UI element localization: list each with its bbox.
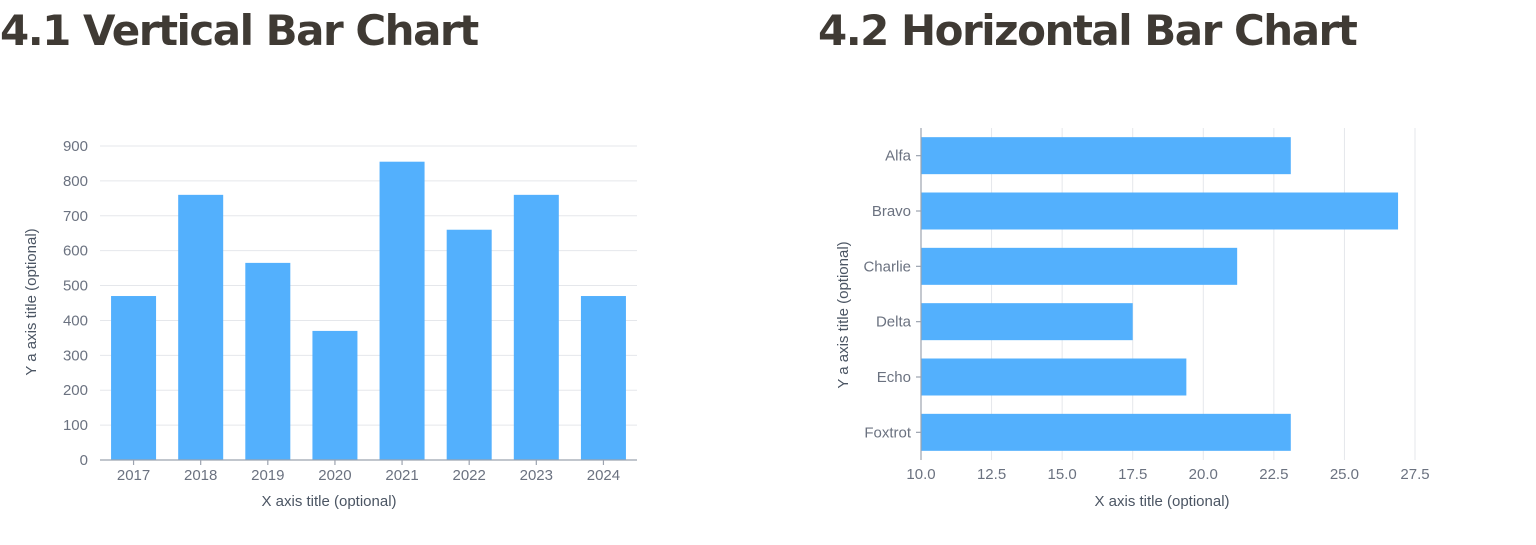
horizontal-bar-chart: X axis title (optional) Y a axis title (…: [835, 128, 1430, 510]
bar: [921, 192, 1399, 230]
bar: [312, 330, 358, 460]
y-tick-label: Echo: [877, 369, 911, 386]
y-tick-label: Charlie: [863, 258, 911, 275]
x-tick-label: 20.0: [1189, 466, 1218, 483]
x-tick-label: 2024: [587, 467, 620, 484]
vertical-chart-y-axis-title: Y a axis title (optional): [23, 228, 40, 375]
x-tick-label: 22.5: [1259, 466, 1288, 483]
y-tick-label: 200: [63, 382, 88, 399]
y-tick-label: 600: [63, 243, 88, 260]
horizontal-chart-x-axis-title: X axis title (optional): [1094, 493, 1229, 510]
y-tick-label: 900: [63, 138, 88, 155]
x-tick-label: 15.0: [1048, 466, 1077, 483]
bar: [921, 137, 1291, 175]
bar: [921, 358, 1187, 396]
x-tick-label: 10.0: [906, 466, 935, 483]
bar: [245, 262, 291, 460]
bar: [379, 161, 425, 460]
bar: [921, 413, 1291, 451]
bar: [178, 194, 224, 460]
x-tick-label: 2021: [385, 467, 418, 484]
x-tick-label: 2019: [251, 467, 284, 484]
section-number: 4.1: [0, 6, 71, 55]
x-tick-label: 17.5: [1118, 466, 1147, 483]
x-tick-label: 2020: [318, 467, 351, 484]
bar: [111, 296, 157, 460]
y-tick-label: Foxtrot: [864, 424, 912, 441]
y-tick-label: 500: [63, 278, 88, 295]
bar: [921, 303, 1133, 341]
section-title-text: Vertical Bar Chart: [83, 6, 479, 55]
section-number: 4.2: [818, 6, 889, 55]
x-tick-label: 2023: [520, 467, 553, 484]
y-tick-label: 300: [63, 347, 88, 364]
vertical-bar-chart: X axis title (optional) Y a axis title (…: [23, 138, 637, 510]
y-tick-label: 700: [63, 208, 88, 225]
x-tick-label: 27.5: [1400, 466, 1429, 483]
x-tick-label: 2022: [453, 467, 486, 484]
x-tick-label: 25.0: [1330, 466, 1359, 483]
x-tick-label: 2018: [184, 467, 217, 484]
vertical-chart-x-axis-title: X axis title (optional): [261, 493, 396, 510]
y-tick-label: 0: [80, 452, 88, 469]
y-tick-label: Delta: [876, 314, 912, 331]
x-tick-label: 2017: [117, 467, 150, 484]
section-title-vertical-bar-chart: 4.1 Vertical Bar Chart: [0, 6, 479, 55]
section-title-text: Horizontal Bar Chart: [901, 6, 1358, 55]
x-tick-label: 12.5: [977, 466, 1006, 483]
section-title-horizontal-bar-chart: 4.2 Horizontal Bar Chart: [818, 6, 1358, 55]
y-tick-label: Alfa: [885, 148, 912, 165]
y-tick-label: 400: [63, 312, 88, 329]
bar: [513, 194, 559, 460]
bar: [580, 296, 626, 460]
horizontal-chart-y-axis-title: Y a axis title (optional): [835, 241, 852, 388]
y-tick-label: 800: [63, 173, 88, 190]
y-tick-label: 100: [63, 417, 88, 434]
bar: [921, 247, 1238, 285]
bar: [446, 229, 492, 460]
y-tick-label: Bravo: [872, 203, 911, 220]
